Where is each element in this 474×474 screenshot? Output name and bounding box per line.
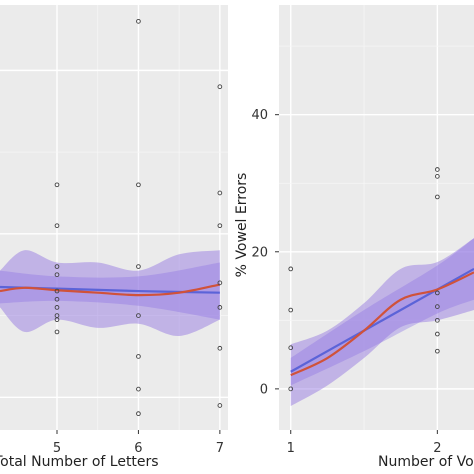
left-gridlines [0, 5, 228, 430]
data-point [54, 317, 60, 323]
y-tick-label: 40 [251, 108, 268, 123]
x-tick-label: 2 [433, 441, 441, 456]
confidence-band [290, 238, 474, 407]
data-point [217, 280, 223, 286]
data-point [136, 386, 141, 392]
x-tick-label: 5 [53, 441, 61, 456]
data-point [288, 266, 294, 272]
left-plot-background [0, 5, 228, 430]
right-gridlines [279, 5, 474, 430]
left-data-points [54, 18, 223, 417]
red-trend-line [0, 283, 221, 297]
data-point [434, 194, 440, 200]
data-point [54, 182, 60, 188]
data-point [217, 223, 223, 229]
data-point [136, 411, 141, 417]
data-point [434, 317, 440, 323]
right-trend-lines [290, 267, 474, 377]
x-tick-label: 7 [216, 441, 224, 456]
left-panel: 5 6 7 Total Number of Letters [0, 5, 228, 470]
data-point [136, 18, 141, 24]
data-point [136, 264, 141, 269]
right-y-tick-labels: 0 20 40 [251, 108, 279, 397]
data-point [434, 331, 440, 337]
data-point [434, 290, 440, 296]
data-point [136, 182, 141, 188]
data-point [434, 348, 440, 354]
left-x-tick-labels: 5 6 7 [53, 430, 224, 456]
data-point [217, 84, 223, 90]
data-point [54, 272, 60, 278]
data-point [217, 190, 223, 196]
data-point [136, 354, 141, 359]
data-point [217, 403, 223, 408]
blue-trend-line [290, 267, 474, 373]
y-tick-label: 20 [251, 245, 268, 260]
right-y-axis-title: % Vowel Errors [234, 173, 250, 278]
data-point [54, 296, 60, 302]
data-point [217, 305, 223, 310]
left-trend-lines [0, 283, 221, 297]
confidence-band [290, 238, 474, 386]
data-point [288, 307, 294, 313]
data-point [54, 305, 60, 310]
y-tick-label: 0 [260, 382, 268, 397]
data-point [434, 174, 440, 179]
data-point [54, 288, 60, 294]
data-point [54, 223, 60, 229]
data-point [54, 264, 60, 269]
red-trend-line [290, 271, 474, 377]
data-point [136, 313, 141, 318]
right-data-points [288, 167, 440, 392]
data-point [434, 167, 440, 172]
data-point [54, 329, 60, 335]
x-tick-label: 1 [287, 441, 295, 456]
data-point [288, 345, 294, 351]
data-point [217, 345, 223, 351]
right-x-axis-title: Number of Vo [378, 454, 474, 470]
x-tick-label: 6 [134, 441, 142, 456]
data-point [288, 386, 294, 392]
data-point [434, 304, 440, 309]
left-x-axis-title: Total Number of Letters [0, 454, 159, 470]
right-confidence-bands [290, 238, 474, 407]
